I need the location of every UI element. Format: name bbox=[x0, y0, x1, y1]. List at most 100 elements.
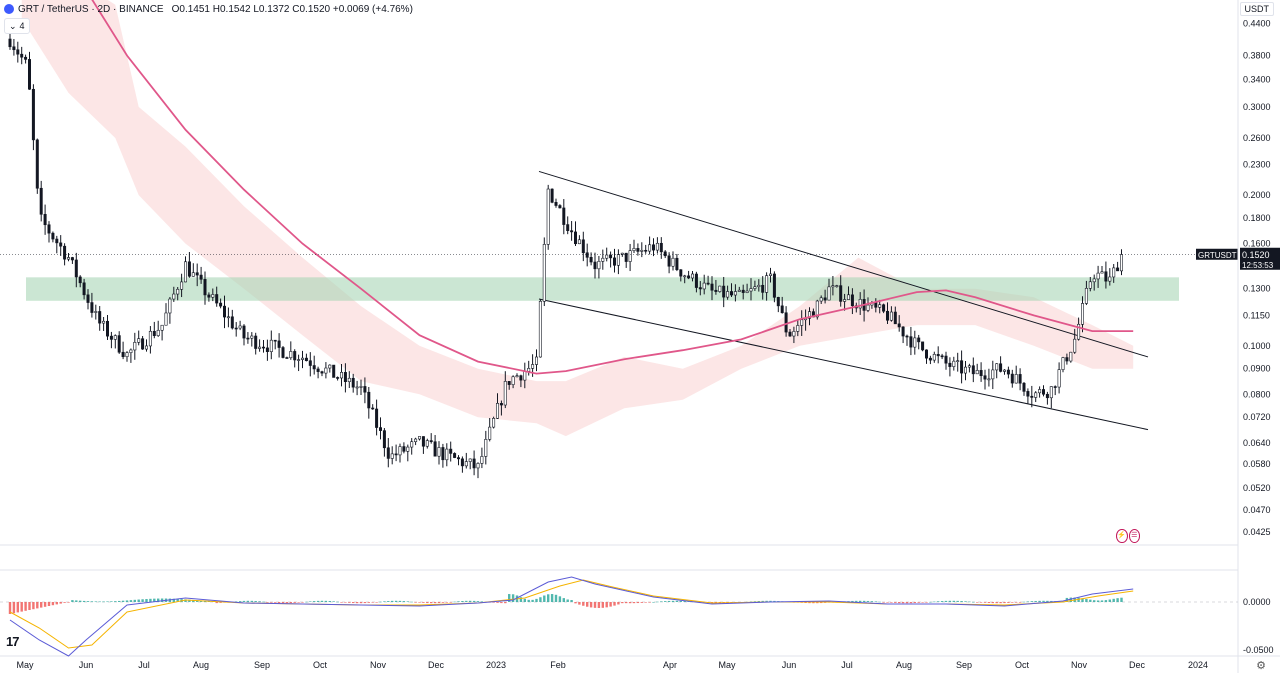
candle bbox=[839, 275, 843, 307]
candle bbox=[702, 274, 706, 295]
time-tick-label: Dec bbox=[428, 660, 445, 670]
macd-bar bbox=[929, 601, 932, 603]
candle bbox=[336, 376, 340, 381]
macd-bar bbox=[539, 597, 542, 602]
macd-bar bbox=[640, 602, 643, 603]
macd-bar bbox=[274, 602, 277, 603]
candle bbox=[371, 404, 375, 410]
time-tick-label: Jun bbox=[782, 660, 797, 670]
candle bbox=[979, 362, 983, 382]
candle bbox=[456, 455, 460, 466]
candle bbox=[137, 330, 141, 346]
candle bbox=[1026, 388, 1030, 404]
macd-bar bbox=[894, 602, 897, 603]
macd-bar bbox=[196, 600, 199, 602]
candle bbox=[663, 250, 667, 259]
flash-icon[interactable]: ⚡ bbox=[1116, 529, 1128, 543]
macd-bar bbox=[1030, 601, 1033, 602]
candle bbox=[952, 356, 956, 371]
macd-bar bbox=[28, 602, 31, 610]
candle bbox=[538, 299, 542, 358]
candle bbox=[885, 302, 889, 324]
candle bbox=[819, 295, 823, 305]
macd-bar bbox=[625, 602, 628, 604]
price-tick-label: 0.3000 bbox=[1243, 102, 1271, 112]
candle bbox=[1116, 261, 1120, 272]
candle bbox=[722, 276, 726, 308]
macd-bar bbox=[461, 601, 464, 602]
macd-bar bbox=[141, 599, 144, 602]
candle bbox=[398, 443, 402, 463]
time-tick-label: Nov bbox=[370, 660, 387, 670]
macd-bar bbox=[1112, 598, 1115, 602]
time-tick-label: Oct bbox=[1015, 660, 1030, 670]
macd-bar bbox=[504, 602, 507, 604]
macd-bar bbox=[960, 601, 963, 602]
macd-bar bbox=[882, 602, 885, 603]
candle bbox=[285, 356, 289, 359]
candle bbox=[425, 438, 429, 449]
macd-bar bbox=[683, 600, 686, 602]
macd-bar bbox=[913, 602, 916, 603]
macd-bar bbox=[1116, 598, 1119, 602]
macd-bar bbox=[496, 602, 499, 603]
macd-bar bbox=[605, 602, 608, 608]
candle bbox=[558, 204, 562, 209]
candle bbox=[835, 284, 839, 288]
candle bbox=[913, 330, 917, 355]
currency-button[interactable]: USDT bbox=[1239, 2, 1274, 16]
candle bbox=[121, 341, 125, 360]
candle bbox=[554, 198, 558, 208]
macd-bar bbox=[609, 602, 612, 607]
symbol-label[interactable]: GRT / TetherUS · 2D · BINANCE bbox=[18, 3, 164, 15]
macd-bar bbox=[297, 602, 300, 603]
macd-bar bbox=[527, 599, 530, 602]
macd-bar bbox=[940, 601, 944, 602]
candle bbox=[1045, 391, 1049, 405]
flag-icon[interactable]: ☰ bbox=[1128, 529, 1140, 543]
price-tick-label: 0.3400 bbox=[1243, 75, 1271, 85]
macd-bar bbox=[983, 602, 987, 603]
macd-bar bbox=[246, 600, 250, 602]
candle bbox=[386, 438, 390, 468]
candle bbox=[1065, 353, 1069, 365]
candle bbox=[542, 237, 546, 307]
candle bbox=[187, 252, 191, 278]
candle bbox=[109, 331, 113, 349]
candle bbox=[273, 339, 277, 350]
macd-bar bbox=[523, 598, 526, 602]
candle bbox=[776, 296, 780, 313]
candle bbox=[1092, 274, 1096, 291]
macd-bar bbox=[1034, 600, 1037, 602]
macd-bar bbox=[589, 602, 593, 608]
candle bbox=[378, 417, 382, 440]
macd-bar bbox=[398, 600, 402, 602]
tradingview-logo: 17 bbox=[6, 634, 20, 649]
macd-bar bbox=[309, 601, 312, 602]
candle bbox=[145, 339, 149, 352]
candle bbox=[882, 303, 886, 314]
macd-bar bbox=[79, 600, 82, 602]
macd-bar bbox=[921, 602, 924, 603]
candle bbox=[43, 204, 47, 235]
candle bbox=[1069, 351, 1073, 363]
macd-bar bbox=[410, 601, 413, 603]
event-badges[interactable]: ⚡ ☰ bbox=[1116, 529, 1140, 543]
settings-gear-icon[interactable]: ⚙ bbox=[1256, 660, 1266, 672]
price-tick-label: 0.2000 bbox=[1243, 190, 1271, 200]
candle bbox=[417, 436, 421, 441]
indicators-toggle[interactable]: ⌄ 4 bbox=[4, 18, 30, 34]
macd-bar bbox=[293, 602, 296, 603]
candle bbox=[375, 399, 379, 436]
candle bbox=[464, 452, 468, 469]
macd-bar bbox=[394, 600, 398, 602]
candle bbox=[1073, 328, 1077, 354]
macd-bar bbox=[313, 601, 316, 602]
price-tick-label: 0.0470 bbox=[1243, 505, 1271, 515]
candle bbox=[445, 443, 449, 467]
macd-bar bbox=[976, 602, 979, 603]
macd-bar bbox=[866, 600, 870, 602]
macd-line bbox=[9, 576, 1134, 657]
candle bbox=[390, 446, 394, 465]
